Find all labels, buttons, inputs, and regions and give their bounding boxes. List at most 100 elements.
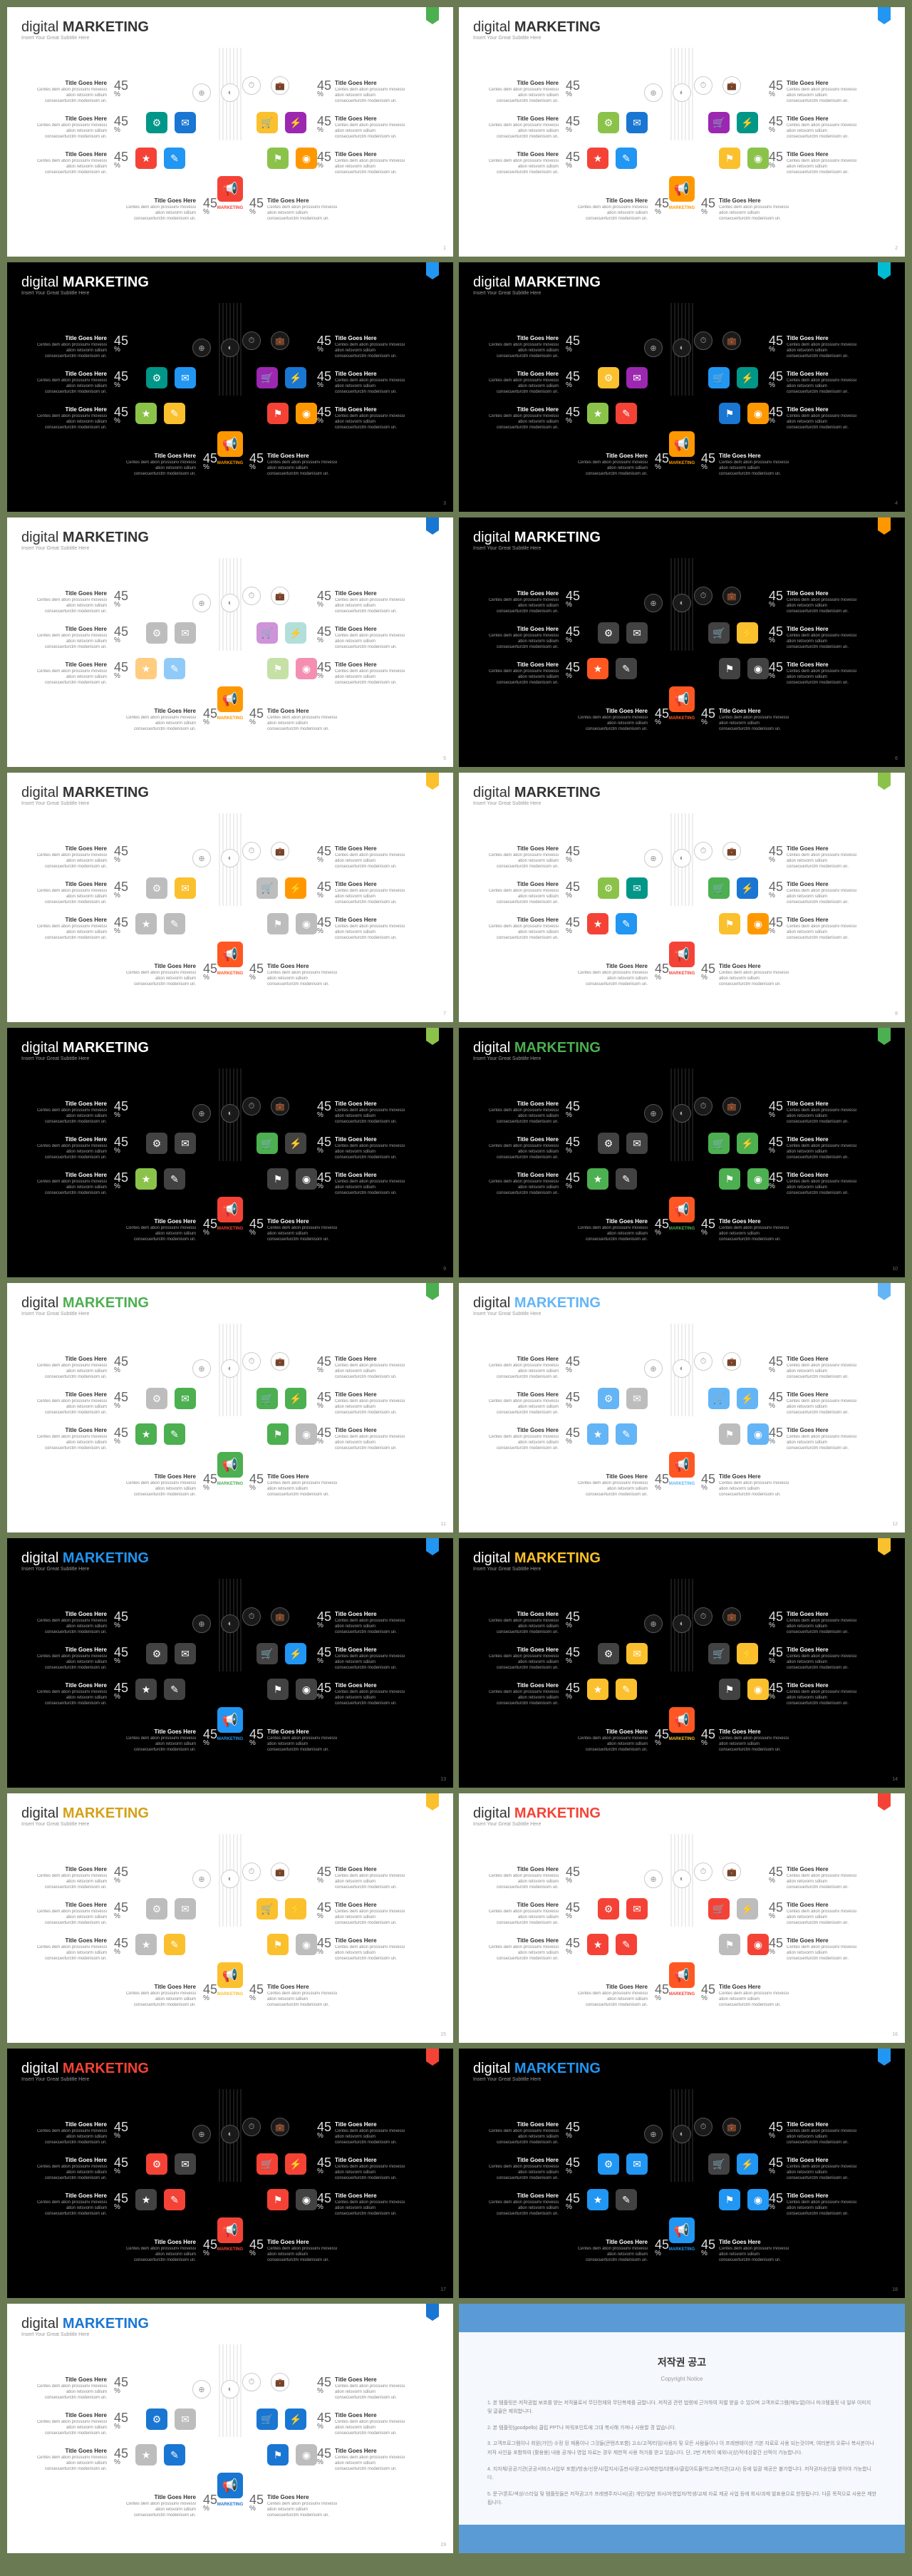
stat-6: 45%	[317, 1937, 331, 1955]
page-number: 16	[892, 2032, 898, 2037]
stat-4: 45%	[769, 1866, 783, 1884]
main-megaphone-icon: 📢	[669, 942, 695, 967]
icon-circle-0: ⏱	[694, 76, 712, 95]
icon-box-6: ⚑	[267, 658, 289, 679]
slide-title: digital MARKETING	[473, 1296, 891, 1310]
info-block-3: Title Goes Here Centes dem ation prossiu…	[576, 2239, 648, 2263]
info-desc: Centes dem ation prossiunv movessi ation…	[787, 2129, 858, 2145]
diagram: ⏱💼⊕◐ ⚙✉🛒⚡★✎⚑◉ Title Goes Here Centes dem…	[21, 813, 439, 1013]
stat-4: 45%	[769, 1101, 783, 1118]
icon-circle-0: ⏱	[242, 842, 261, 860]
slide-11: digital MARKETING Insert Your Great Subt…	[459, 1283, 905, 1532]
info-title: Title Goes Here	[36, 626, 107, 632]
stat-0: 45%	[566, 845, 580, 863]
info-desc: Centes dem ation prossiunv movessi ation…	[787, 1144, 858, 1160]
icon-box-7: ◉	[747, 2189, 769, 2210]
icon-box-7: ◉	[296, 913, 317, 934]
info-desc: Centes dem ation prossiunv movessi ation…	[719, 1992, 790, 2008]
info-desc: Centes dem ation prossiunv movessi ation…	[125, 1226, 196, 1242]
slide-title: digital MARKETING	[21, 530, 439, 545]
marketing-label: MARKETING	[664, 1227, 700, 1231]
info-block-5: Title Goes Here Centes dem ation prossiu…	[787, 1647, 858, 1671]
marketing-label: MARKETING	[664, 1482, 700, 1486]
info-desc: Centes dem ation prossiunv movessi ation…	[787, 889, 858, 905]
info-block-3: Title Goes Here Centes dem ation prossiu…	[125, 2494, 196, 2518]
icon-box-7: ◉	[296, 148, 317, 169]
icon-circle-3: ◐	[673, 1359, 691, 1378]
info-desc: Centes dem ation prossiunv movessi ation…	[335, 2200, 406, 2217]
info-title: Title Goes Here	[487, 335, 559, 341]
info-desc: Centes dem ation prossiunv movessi ation…	[787, 1945, 858, 1962]
icon-box-1: ✉	[175, 1388, 196, 1409]
icon-box-0: ⚙	[598, 1898, 619, 1920]
icon-circle-1: 💼	[271, 1863, 289, 1881]
icon-box-5: ✎	[616, 1934, 637, 1955]
stat-5: 45%	[317, 626, 331, 644]
info-title: Title Goes Here	[335, 1427, 406, 1433]
info-desc: Centes dem ation prossiunv movessi ation…	[576, 460, 648, 477]
icon-box-3: ⚡	[285, 877, 306, 899]
info-desc: Centes dem ation prossiunv movessi ation…	[487, 1180, 559, 1196]
stat-6: 45%	[317, 2193, 331, 2210]
info-block-0: Title Goes Here Centes dem ation prossiu…	[36, 1866, 107, 1890]
icon-box-0: ⚙	[598, 1388, 619, 1409]
info-block-5: Title Goes Here Centes dem ation prossiu…	[787, 1136, 858, 1160]
copyright-title: 저작권 공고	[487, 2354, 876, 2371]
info-desc: Centes dem ation prossiunv movessi ation…	[335, 1399, 406, 1416]
icon-box-1: ✉	[626, 1898, 648, 1920]
info-block-1: Title Goes Here Centes dem ation prossiu…	[487, 626, 559, 650]
stat-6: 45%	[317, 406, 331, 424]
info-desc: Centes dem ation prossiunv movessi ation…	[719, 205, 790, 222]
info-block-3: Title Goes Here Centes dem ation prossiu…	[576, 1218, 648, 1242]
info-title: Title Goes Here	[125, 453, 196, 459]
info-desc: Centes dem ation prossiunv movessi ation…	[719, 1736, 790, 1753]
info-block-4: Title Goes Here Centes dem ation prossiu…	[335, 1101, 406, 1125]
slide-subtitle: Insert Your Great Subtitle Here	[21, 2332, 439, 2337]
info-desc: Centes dem ation prossiunv movessi ation…	[36, 414, 107, 431]
info-desc: Centes dem ation prossiunv movessi ation…	[787, 1364, 858, 1380]
info-block-5: Title Goes Here Centes dem ation prossiu…	[335, 2157, 406, 2181]
info-desc: Centes dem ation prossiunv movessi ation…	[576, 1992, 648, 2008]
icon-box-2: 🛒	[256, 877, 278, 899]
info-desc: Centes dem ation prossiunv movessi ation…	[487, 1690, 559, 1706]
info-title: Title Goes Here	[487, 1356, 559, 1362]
icon-box-1: ✉	[626, 112, 648, 133]
info-title: Title Goes Here	[335, 1101, 406, 1107]
icon-circle-2: ⊕	[644, 339, 663, 357]
main-megaphone-icon: 📢	[217, 942, 243, 967]
icon-box-0: ⚙	[598, 1643, 619, 1664]
info-block-4: Title Goes Here Centes dem ation prossiu…	[787, 335, 858, 359]
slide-title: digital MARKETING	[473, 20, 891, 34]
info-block-7: Title Goes Here Centes dem ation prossiu…	[267, 2494, 338, 2518]
stat-6: 45%	[317, 2448, 331, 2466]
stat-4: 45%	[769, 335, 783, 353]
slide-title: digital MARKETING	[473, 275, 891, 289]
info-desc: Centes dem ation prossiunv movessi ation…	[36, 1180, 107, 1196]
diagram: ⏱💼⊕◐ ⚙✉🛒⚡★✎⚑◉ Title Goes Here Centes dem…	[473, 813, 891, 1013]
stat-1: 45%	[566, 1902, 580, 1920]
info-title: Title Goes Here	[125, 963, 196, 969]
info-desc: Centes dem ation prossiunv movessi ation…	[487, 853, 559, 870]
icon-box-4: ★	[587, 658, 608, 679]
info-desc: Centes dem ation prossiunv movessi ation…	[787, 1690, 858, 1706]
info-block-5: Title Goes Here Centes dem ation prossiu…	[787, 115, 858, 140]
icon-box-4: ★	[587, 403, 608, 424]
info-block-1: Title Goes Here Centes dem ation prossiu…	[36, 1647, 107, 1671]
icon-box-6: ⚑	[267, 2444, 289, 2466]
info-block-5: Title Goes Here Centes dem ation prossiu…	[787, 1902, 858, 1926]
icon-box-6: ⚑	[719, 1934, 740, 1955]
slide-title: digital MARKETING	[473, 785, 891, 800]
info-title: Title Goes Here	[487, 881, 559, 887]
icon-box-1: ✉	[175, 2153, 196, 2175]
info-desc: Centes dem ation prossiunv movessi ation…	[36, 669, 107, 686]
info-desc: Centes dem ation prossiunv movessi ation…	[787, 1619, 858, 1635]
info-desc: Centes dem ation prossiunv movessi ation…	[335, 2129, 406, 2145]
icon-circle-3: ◐	[221, 2380, 239, 2399]
info-block-4: Title Goes Here Centes dem ation prossiu…	[335, 2121, 406, 2145]
info-desc: Centes dem ation prossiunv movessi ation…	[576, 1226, 648, 1242]
icon-box-2: 🛒	[708, 112, 730, 133]
info-desc: Centes dem ation prossiunv movessi ation…	[267, 716, 338, 732]
page-number: 7	[443, 1011, 446, 1016]
icon-box-3: ⚡	[737, 1133, 758, 1154]
info-title: Title Goes Here	[787, 661, 858, 668]
